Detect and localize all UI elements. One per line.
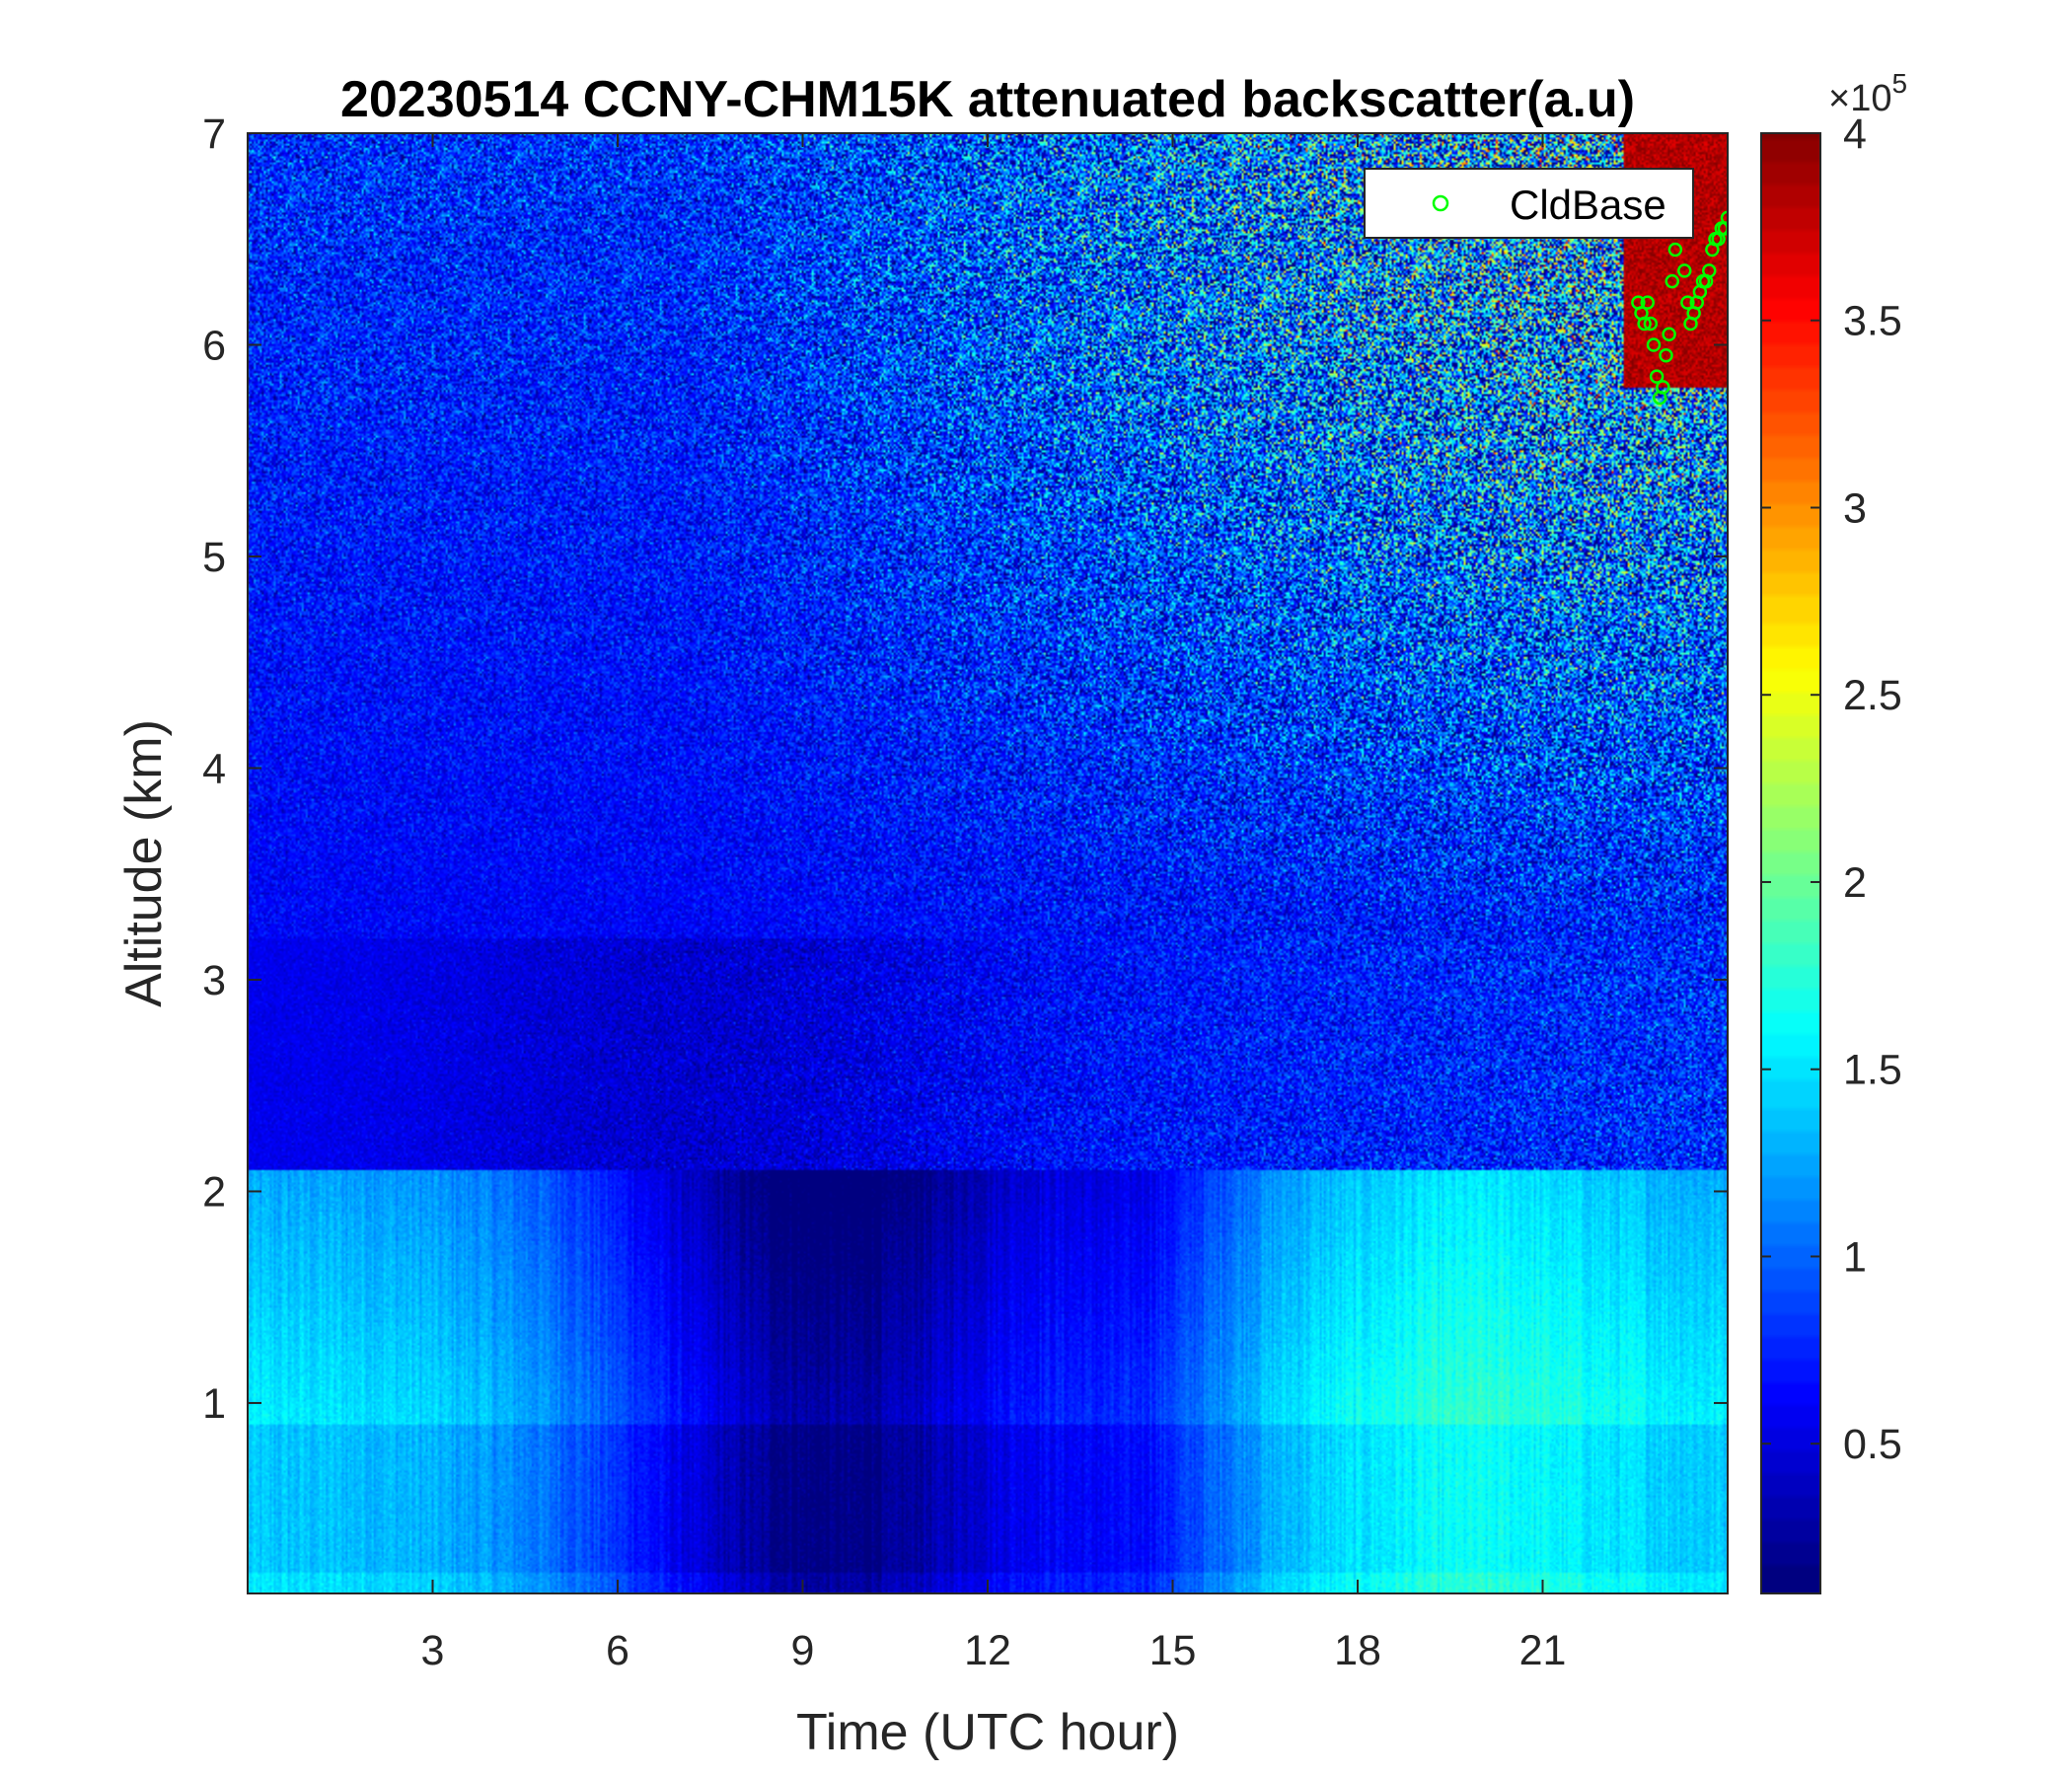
x-axis-label: Time (UTC hour) [796,1704,1179,1761]
y-tick-label: 2 [202,1168,226,1216]
x-tick-label: 18 [1334,1627,1381,1674]
colorbar: 0.5 1 1.5 2 2.5 3 3.5 4 ×105 [1760,68,1907,1594]
colorbar-gradient [1761,133,1820,1593]
colorbar-tick-label: 3 [1843,484,1867,532]
x-tick-label: 12 [964,1627,1011,1674]
cldbase-point [1640,295,1655,310]
colorbar-tick-label: 1.5 [1843,1047,1902,1094]
colorbar-tick-label: 0.5 [1843,1421,1902,1468]
cldbase-point [1656,380,1670,395]
cldbase-point [1662,327,1676,342]
colorbar-tick-label: 2.5 [1843,672,1902,719]
x-tick-label: 15 [1149,1627,1197,1674]
y-axis-ticks: 1 2 3 4 5 6 7 [202,111,1728,1428]
y-tick-label: 6 [202,322,226,369]
y-tick-label: 7 [202,111,226,158]
legend-box [1364,168,1694,239]
cldbase-point [1665,273,1679,289]
cldbase-point [1667,242,1683,258]
plot-area [247,132,1729,1594]
cldbase-point [1720,210,1728,226]
x-tick-label: 21 [1519,1627,1567,1674]
legend: CldBase [1364,168,1694,239]
x-tick-label: 3 [421,1627,445,1674]
cldbase-point [1649,369,1665,384]
cldbase-point [1659,347,1673,363]
cldbase-point [1680,295,1695,310]
colorbar-tick-label: 2 [1843,859,1867,907]
x-axis-ticks: 3 6 9 12 15 18 21 [421,133,1567,1674]
y-tick-label: 5 [202,534,226,581]
cldbase-point [1646,337,1662,352]
colorbar-tick-label: 1 [1843,1233,1867,1281]
chart-title: 20230514 CCNY-CHM15K attenuated backscat… [340,71,1635,128]
cldbase-point [1637,316,1652,332]
colorbar-exponent: ×105 [1828,68,1907,119]
legend-label-cldbase: CldBase [1510,182,1666,228]
colorbar-frame [1760,132,1821,1594]
y-axis-label: Altitude (km) [115,719,173,1007]
y-tick-label: 1 [202,1380,226,1428]
colorbar-ticks: 0.5 1 1.5 2 2.5 3 3.5 4 [1761,111,1902,1468]
x-tick-label: 6 [606,1627,629,1674]
backscatter-heatmap [248,133,1728,1593]
legend-marker [1432,194,1449,212]
cldbase-point [1643,316,1659,332]
cldbase-point [1702,263,1717,278]
colorbar-tick-label: 3.5 [1843,298,1902,345]
y-tick-label: 4 [202,745,226,792]
y-tick-label: 3 [202,957,226,1004]
cldbase-point [1677,263,1692,278]
colorbar-tick-label: 4 [1843,111,1867,158]
x-tick-label: 9 [791,1627,815,1674]
